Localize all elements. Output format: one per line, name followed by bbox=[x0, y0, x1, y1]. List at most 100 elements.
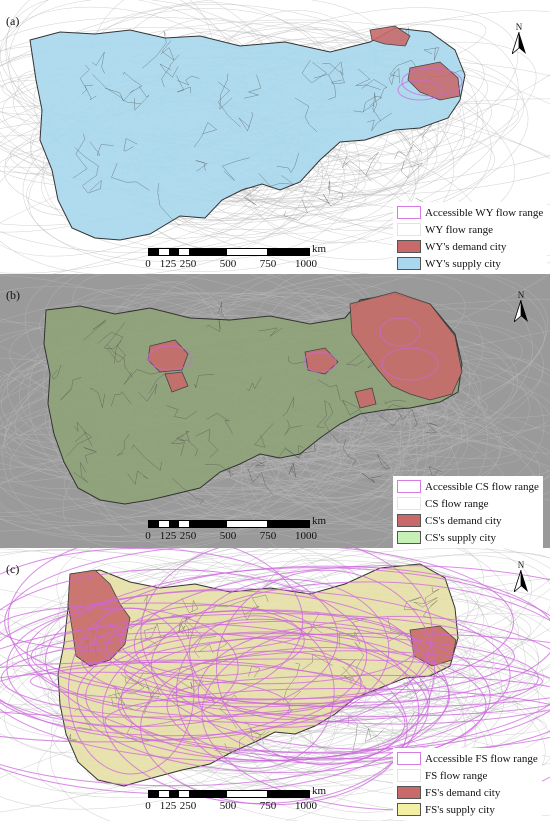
legend-item: CS's demand city bbox=[397, 512, 539, 529]
scale-tick: 0 bbox=[145, 258, 151, 270]
accessible-flow bbox=[188, 578, 390, 720]
district-line bbox=[193, 122, 218, 148]
accessible-flow bbox=[7, 548, 304, 708]
accessible-flow bbox=[124, 632, 550, 708]
scale-bar-c: km 0 125 250 500 750 1000 bbox=[145, 785, 326, 813]
district-line bbox=[111, 163, 150, 191]
district-line bbox=[328, 181, 343, 200]
accessible-flow bbox=[0, 588, 511, 762]
legend-text: FS's supply city bbox=[425, 803, 495, 816]
district-line bbox=[393, 711, 426, 728]
district-line bbox=[283, 199, 308, 221]
legend-item: Accessible FS flow range bbox=[397, 750, 538, 767]
district-line bbox=[181, 597, 199, 614]
legend-text: Accessible WY flow range bbox=[425, 206, 544, 219]
panel-c: (c) N km 0 125 250 500 bbox=[0, 548, 550, 821]
district-line bbox=[176, 75, 191, 94]
district-line bbox=[413, 597, 438, 608]
district-line bbox=[363, 96, 383, 113]
district-line bbox=[313, 73, 337, 100]
district-line bbox=[403, 596, 422, 611]
district-line bbox=[258, 172, 295, 187]
district-line bbox=[249, 460, 267, 468]
scale-tick: 750 bbox=[259, 258, 277, 270]
district-line bbox=[425, 422, 438, 434]
accessible-flow bbox=[6, 607, 239, 728]
district-line bbox=[138, 384, 158, 402]
district-line bbox=[60, 377, 82, 401]
north-label: N bbox=[515, 22, 523, 32]
legend-item: WY's demand city bbox=[397, 238, 543, 255]
district-line bbox=[103, 322, 125, 350]
district-line bbox=[123, 138, 138, 152]
scale-ticks-c: 0 125 250 500 750 1000 bbox=[145, 800, 317, 813]
district-line bbox=[108, 676, 145, 697]
district-line bbox=[170, 435, 185, 457]
demand-cities-a bbox=[369, 25, 461, 101]
district-line bbox=[361, 79, 388, 99]
district-line bbox=[132, 444, 162, 471]
legend-swatch bbox=[397, 769, 421, 782]
legend-a: Accessible WY flow range WY flow range W… bbox=[393, 202, 548, 274]
district-line bbox=[217, 81, 241, 128]
legend-item: Accessible WY flow range bbox=[397, 204, 543, 221]
scale-bar-graphic bbox=[148, 790, 310, 798]
district-line bbox=[83, 447, 98, 464]
district-line bbox=[376, 454, 391, 471]
district-line bbox=[110, 391, 132, 407]
panel-label-b: (b) bbox=[6, 288, 20, 302]
district-line bbox=[389, 59, 418, 77]
scale-tick: 500 bbox=[219, 258, 237, 270]
district-line bbox=[398, 123, 433, 146]
legend-swatch bbox=[397, 480, 421, 493]
legend-text: Accessible FS flow range bbox=[425, 752, 538, 765]
district-line bbox=[221, 157, 250, 181]
district-line bbox=[166, 405, 197, 420]
district-line bbox=[282, 662, 301, 702]
legend-swatch bbox=[397, 497, 421, 510]
district-line bbox=[243, 186, 260, 206]
accessible-flow bbox=[147, 345, 193, 371]
accessible-flow bbox=[4, 548, 514, 701]
demand-city bbox=[354, 387, 377, 409]
north-arrow-c: N bbox=[510, 560, 532, 592]
scale-tick: 125 bbox=[159, 800, 177, 812]
legend-item: FS's supply city bbox=[397, 801, 538, 818]
district-line bbox=[324, 403, 340, 444]
scale-tick: 1000 bbox=[295, 258, 317, 270]
district-line bbox=[89, 141, 114, 156]
district-line bbox=[244, 74, 262, 99]
scale-tick: 500 bbox=[219, 530, 237, 542]
district-line bbox=[84, 85, 97, 100]
legend-swatch bbox=[397, 803, 421, 816]
scale-tick: 250 bbox=[179, 258, 197, 270]
district-line bbox=[366, 151, 379, 175]
legend-text: CS's demand city bbox=[425, 514, 502, 527]
district-line bbox=[367, 112, 392, 132]
district-line bbox=[177, 75, 200, 86]
district-line bbox=[74, 147, 99, 186]
legend-item: FS's demand city bbox=[397, 784, 538, 801]
district-line bbox=[247, 467, 274, 496]
accessible-flow bbox=[150, 581, 550, 750]
district-line bbox=[317, 379, 347, 406]
accessible-flow bbox=[133, 565, 550, 725]
scale-tick: 250 bbox=[179, 800, 197, 812]
district-line bbox=[355, 68, 381, 90]
scale-tick: 0 bbox=[145, 530, 151, 542]
legend-item: CS's supply city bbox=[397, 529, 539, 546]
district-line bbox=[246, 376, 262, 392]
district-line bbox=[424, 586, 440, 604]
district-line bbox=[322, 61, 344, 76]
district-line bbox=[175, 430, 190, 442]
scale-tick: 750 bbox=[259, 530, 277, 542]
district-line bbox=[124, 671, 144, 685]
district-line bbox=[205, 464, 234, 478]
legend-text: WY's supply city bbox=[425, 257, 501, 270]
district-line bbox=[245, 721, 270, 736]
legend-swatch bbox=[397, 752, 421, 765]
district-line bbox=[134, 86, 150, 111]
district-line bbox=[276, 152, 300, 173]
district-line bbox=[66, 431, 93, 457]
